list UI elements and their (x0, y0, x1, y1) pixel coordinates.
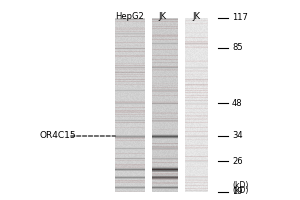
Text: JK: JK (158, 12, 166, 21)
Text: 117: 117 (232, 14, 248, 22)
Text: OR4C15: OR4C15 (40, 132, 76, 140)
Text: 48: 48 (232, 98, 243, 108)
Text: 85: 85 (232, 44, 243, 52)
Text: JK: JK (192, 12, 200, 21)
Text: 34: 34 (232, 132, 243, 140)
Text: 26: 26 (232, 156, 243, 166)
Text: HepG2: HepG2 (116, 12, 144, 21)
Text: (kD): (kD) (232, 181, 248, 190)
Text: 19: 19 (232, 188, 242, 196)
Text: (kD): (kD) (232, 186, 248, 195)
